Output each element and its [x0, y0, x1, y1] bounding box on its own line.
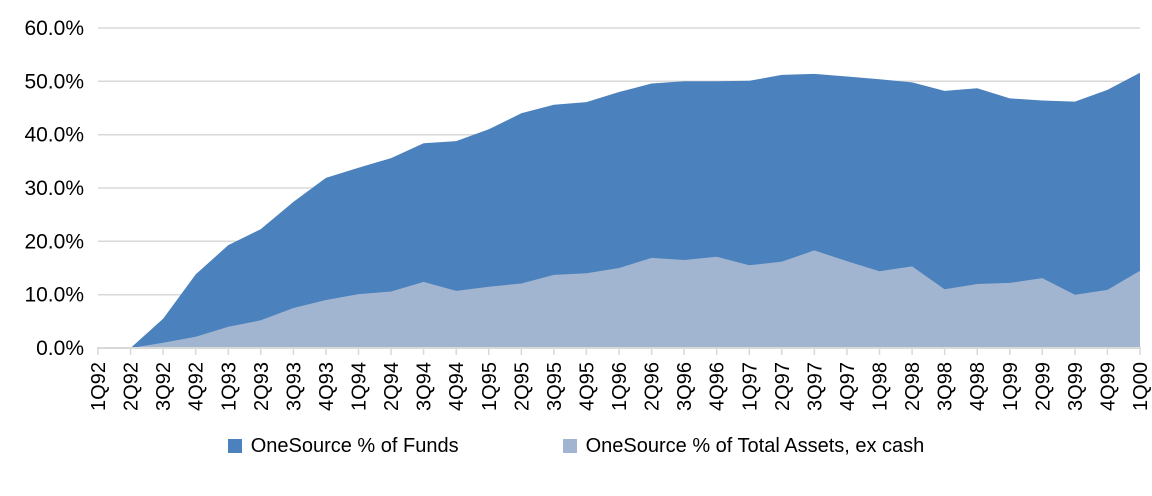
x-axis-label: 2Q92: [121, 362, 143, 411]
x-axis-label: 2Q93: [251, 362, 273, 411]
x-axis-label: 4Q93: [316, 362, 338, 411]
legend: OneSource % of Funds OneSource % of Tota…: [0, 436, 1152, 456]
x-axis-label: 3Q92: [153, 362, 175, 411]
x-axis-label: 2Q95: [511, 362, 533, 411]
y-axis-label: 20.0%: [24, 230, 84, 253]
x-axis-label: 1Q92: [88, 362, 110, 411]
x-axis-label: 2Q97: [772, 362, 794, 411]
x-axis-label: 4Q98: [967, 362, 989, 411]
y-axis-label: 50.0%: [24, 70, 84, 93]
x-axis-label: 2Q98: [902, 362, 924, 411]
x-axis-label: 1Q96: [609, 362, 631, 411]
x-axis-label: 1Q95: [479, 362, 501, 411]
legend-swatch-funds-icon: [227, 439, 242, 453]
x-axis-label: 2Q96: [642, 362, 664, 411]
legend-label-funds: OneSource % of Funds: [250, 435, 459, 457]
x-axis-label: 2Q99: [1032, 362, 1054, 411]
x-axis-label: 3Q94: [414, 362, 436, 411]
x-axis-label: 3Q99: [1065, 362, 1087, 411]
x-axis-label: 4Q99: [1097, 362, 1119, 411]
y-axis-label: 0.0%: [36, 337, 84, 360]
legend-item-assets[interactable]: OneSource % of Total Assets, ex cash: [562, 435, 925, 457]
legend-label-assets: OneSource % of Total Assets, ex cash: [585, 435, 925, 457]
area-series-assets: [98, 250, 1140, 348]
x-axis-label: 2Q94: [381, 362, 403, 411]
x-axis-label: 1Q00: [1130, 362, 1152, 411]
x-axis-label: 3Q96: [674, 362, 696, 411]
x-axis-label: 4Q95: [576, 362, 598, 411]
x-axis-label: 1Q94: [349, 362, 371, 411]
x-axis-label: 4Q96: [707, 362, 729, 411]
y-axis-label: 30.0%: [24, 177, 84, 200]
x-axis-label: 4Q92: [186, 362, 208, 411]
x-axis-label: 4Q94: [446, 362, 468, 411]
y-axis-label: 10.0%: [24, 284, 84, 307]
y-axis-label: 40.0%: [24, 124, 84, 147]
area-chart-plot: 1Q92 2Q92 3Q92 4Q92 1Q93 2Q93 3Q93 4Q93 1Q94 2Q94…: [24, 17, 1152, 411]
x-axis-label: 1Q99: [1000, 362, 1022, 411]
legend-swatch-assets-icon: [562, 439, 577, 453]
x-axis-label: 1Q97: [739, 362, 761, 411]
x-axis-label: 3Q97: [804, 362, 826, 411]
x-axis-label: 3Q98: [935, 362, 957, 411]
x-axis-label: 3Q93: [283, 362, 305, 411]
y-axis-label: 60.0%: [24, 17, 84, 40]
x-axis-label: 1Q98: [870, 362, 892, 411]
x-axis-label: 4Q97: [837, 362, 859, 411]
x-axis-label: 3Q95: [544, 362, 566, 411]
legend-item-funds[interactable]: OneSource % of Funds: [227, 435, 459, 457]
x-axis-label: 1Q93: [218, 362, 240, 411]
